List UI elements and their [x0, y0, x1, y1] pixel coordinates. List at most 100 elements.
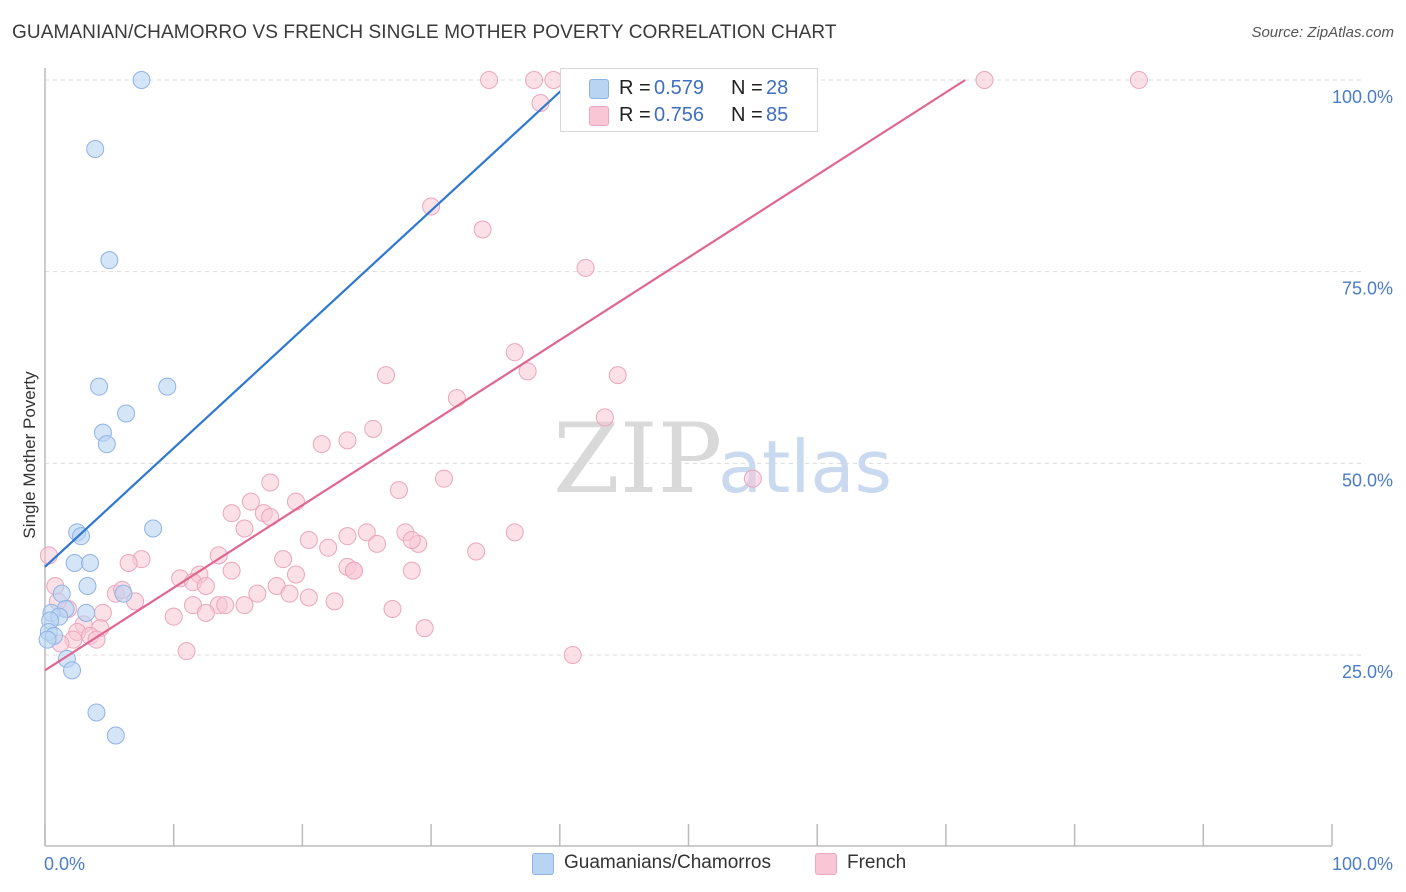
french-point [235, 519, 254, 538]
guam-point [72, 527, 91, 546]
french-point [274, 550, 293, 569]
french-point [505, 343, 524, 362]
french-point [473, 220, 492, 239]
chart-source: Source: ZipAtlas.com [1251, 24, 1394, 41]
axes [44, 68, 1333, 847]
grid-lines [45, 79, 1362, 656]
french-point [319, 538, 338, 557]
french-point [344, 561, 363, 580]
legend-n-value: 28 [766, 77, 789, 99]
french-point [280, 584, 299, 603]
guam-point [90, 377, 109, 396]
french-point [1129, 71, 1148, 89]
y-tick-label: 50.0% [1342, 470, 1393, 490]
guam-point [52, 584, 71, 603]
french-point [312, 435, 331, 454]
french-point [422, 197, 441, 216]
french-point [338, 527, 357, 546]
french-point [209, 546, 228, 565]
guam-point [87, 703, 106, 722]
legend-row-french: R = 0.756 N = 85 [561, 102, 817, 130]
legend-swatch-guam [532, 853, 554, 875]
french-point [248, 584, 267, 603]
french-point [299, 531, 318, 549]
french-point [216, 596, 235, 615]
guam-point [114, 584, 133, 603]
watermark-atlas: atlas [718, 425, 892, 509]
guam-point [117, 404, 136, 423]
french-point [608, 366, 627, 385]
legend-n-value: 85 [766, 104, 789, 126]
french-trend-line [44, 79, 966, 672]
y-tick-labels: 25.0% 50.0% 75.0% 100.0% [1332, 87, 1393, 682]
watermark: ZIP atlas [553, 403, 892, 515]
french-point [338, 431, 357, 450]
correlation-legend: R = 0.579 N = 28 R = 0.756 N = 85 [560, 68, 818, 132]
guam-point [63, 661, 82, 680]
guam-point [106, 726, 125, 745]
french-point [743, 469, 762, 488]
guam-point [158, 377, 177, 396]
french-point [447, 389, 466, 408]
french-point [415, 619, 434, 638]
french-point [222, 504, 241, 523]
trend-lines [44, 79, 966, 672]
x-tick-label: 0.0% [44, 854, 85, 874]
french-point [467, 542, 486, 561]
y-tick-label: 100.0% [1332, 87, 1393, 107]
legend-item-french[interactable]: French [815, 852, 935, 876]
french-point [119, 554, 138, 572]
x-tick-labels: 0.0% 100.0% [44, 854, 1393, 874]
french-point [402, 561, 421, 580]
french-point [39, 546, 58, 565]
french-point [261, 473, 280, 492]
legend-item-guam[interactable]: Guamanians/Chamorros [532, 852, 792, 876]
guam-point [81, 554, 100, 572]
french-point [576, 258, 595, 277]
french-point [235, 596, 254, 615]
french-point [975, 71, 994, 89]
guam-points [38, 71, 177, 745]
legend-swatch-guam [589, 79, 609, 99]
y-tick-label: 75.0% [1342, 279, 1393, 299]
french-point [595, 408, 614, 427]
french-point [196, 577, 215, 595]
guam-point [100, 251, 119, 270]
french-point [357, 523, 376, 542]
guam-point [144, 519, 163, 538]
guam-trend-line [44, 79, 574, 568]
chart-title: GUAMANIAN/CHAMORRO VS FRENCH SINGLE MOTH… [12, 22, 837, 43]
french-point [364, 419, 383, 438]
guam-point [38, 630, 57, 649]
french-point [377, 366, 396, 385]
french-point [196, 603, 215, 622]
french-point [434, 469, 453, 488]
legend-label-french: French [847, 852, 907, 873]
legend-row-guam: R = 0.579 N = 28 [561, 75, 817, 103]
guam-point [65, 554, 84, 572]
french-points [39, 71, 1148, 664]
french-point [518, 362, 537, 381]
legend-n-label: N = [731, 77, 763, 99]
legend-r-label: R = [619, 77, 651, 99]
y-tick-label: 25.0% [1342, 662, 1393, 682]
guam-point [132, 71, 151, 89]
french-point [383, 600, 402, 618]
french-point [389, 481, 408, 500]
legend-label-guam: Guamanians/Chamorros [564, 852, 771, 873]
legend-r-label: R = [619, 104, 651, 126]
french-point [93, 603, 112, 622]
french-point [164, 607, 183, 626]
french-point [299, 588, 318, 607]
y-axis-label: Single Mother Poverty [20, 371, 39, 539]
legend-swatch-french [589, 106, 609, 126]
french-point [525, 71, 544, 89]
french-point [368, 534, 387, 553]
legend-n-label: N = [731, 104, 763, 126]
legend-r-value: 0.756 [654, 104, 705, 126]
french-point [505, 523, 524, 542]
watermark-zip: ZIP [553, 403, 722, 515]
guam-point [86, 140, 105, 158]
french-point [402, 531, 421, 549]
